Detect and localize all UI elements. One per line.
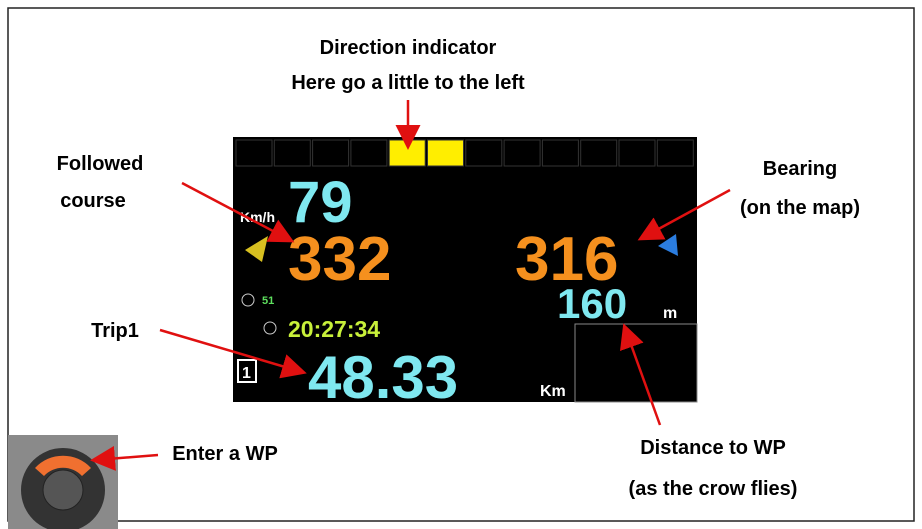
direction-cell [274,140,310,166]
trip-value: 48.33 [308,344,458,411]
direction-cell [619,140,655,166]
distance-unit: m [663,305,677,322]
distance-value: 160 [557,280,627,327]
annotation: (on the map) [740,197,860,219]
time: 20:27:34 [288,316,380,342]
screen: Km/h 79 332 316 51 20:27:34 160 m 1 48.3… [0,0,922,529]
trip-index: 1 [242,365,251,382]
direction-cell [313,140,349,166]
direction-cell [428,140,464,166]
satellites: 51 [262,295,274,307]
annotation: course [60,190,126,212]
direction-cell [581,140,617,166]
course-value: 332 [288,225,391,294]
annotation: Here go a little to the left [291,72,525,94]
direction-cell [351,140,387,166]
annotation: Bearing [763,158,837,180]
annotation: Enter a WP [172,443,278,465]
annotation: Direction indicator [320,37,497,59]
direction-cell [236,140,272,166]
trip-unit: Km [540,383,566,400]
direction-cell [657,140,693,166]
annotation: Distance to WP [640,437,786,459]
annotation: Followed [57,153,144,175]
annotation: Trip1 [91,320,139,342]
direction-cell [466,140,502,166]
remote-ok [43,470,83,510]
direction-cell [504,140,540,166]
direction-cell [542,140,578,166]
annotation: (as the crow flies) [629,478,798,500]
